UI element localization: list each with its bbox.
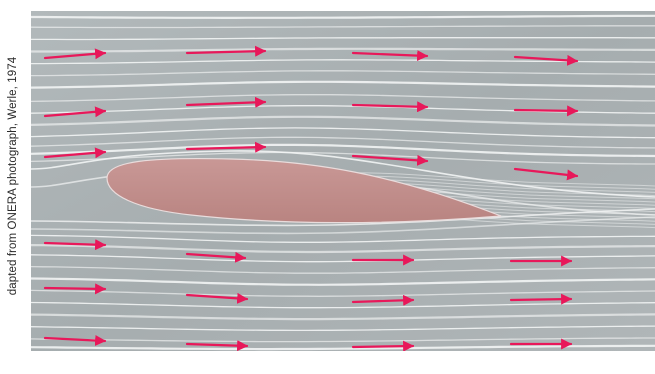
streamline — [31, 14, 655, 19]
flow-direction-arrows — [43, 45, 579, 351]
flow-arrow-icon — [185, 96, 267, 108]
streamline — [31, 244, 655, 254]
flow-arrow-icon — [185, 141, 267, 153]
flow-arrow-icon — [513, 105, 579, 117]
streamline — [31, 277, 655, 286]
streamline — [31, 47, 655, 53]
streamline — [31, 59, 655, 65]
flow-arrow-icon — [43, 48, 107, 60]
flow-arrow-icon — [351, 294, 415, 306]
airfoil-shape — [106, 157, 502, 224]
photo-credit-text: dapted from ONERA photograph, Werle, 197… — [7, 56, 19, 296]
streamline — [31, 151, 655, 165]
streamline — [31, 337, 655, 343]
streamline — [31, 254, 655, 263]
flow-arrow-icon — [43, 283, 107, 295]
streamline — [31, 265, 655, 274]
streamline — [31, 37, 655, 41]
flow-arrow-icon — [43, 335, 107, 346]
streamline — [31, 70, 655, 77]
streamline — [31, 127, 655, 139]
photo-credit: dapted from ONERA photograph, Werle, 197… — [0, 0, 30, 352]
flow-visualization-photo — [31, 11, 655, 351]
flow-arrow-icon — [351, 340, 415, 351]
streamline — [31, 325, 655, 332]
streamline — [31, 94, 655, 103]
streamline — [31, 344, 655, 351]
streamline — [31, 25, 655, 29]
flow-visualization-svg — [31, 11, 655, 351]
flow-arrow-icon — [185, 340, 249, 351]
streamline — [31, 301, 655, 309]
flow-arrow-icon — [509, 293, 573, 305]
flow-arrow-icon — [351, 101, 429, 113]
streamline — [31, 80, 655, 89]
flow-arrow-icon — [351, 50, 429, 62]
flow-arrow-icon — [513, 167, 579, 181]
flow-arrow-icon — [185, 45, 267, 57]
flow-arrow-icon — [185, 251, 247, 263]
wake-streak — [330, 172, 655, 187]
streamline — [31, 234, 655, 243]
streamline — [31, 216, 655, 235]
flow-arrow-icon — [43, 147, 107, 159]
flow-arrow-icon — [513, 54, 579, 66]
flow-arrow-icon — [185, 292, 249, 304]
streamline — [31, 143, 655, 158]
flow-arrow-icon — [43, 106, 107, 118]
flow-arrow-icon — [43, 239, 107, 251]
streamline — [31, 136, 655, 149]
streamline — [31, 289, 655, 297]
streamline — [31, 313, 655, 321]
streamline — [31, 115, 655, 127]
wake-streak — [330, 175, 655, 190]
flow-arrow-icon — [351, 154, 429, 166]
